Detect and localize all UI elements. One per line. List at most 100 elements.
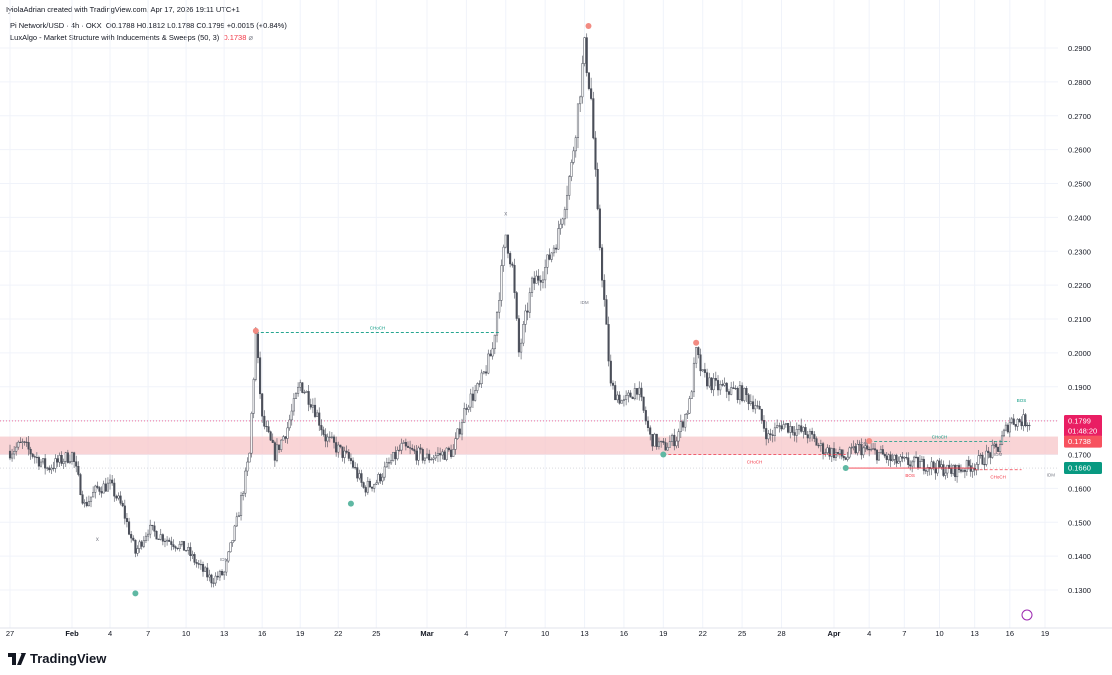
candle-up [712,378,715,391]
price-tick-label: 0.1900 [1068,383,1091,392]
candle-down [428,453,431,461]
eye-off-icon[interactable]: ⌀ [248,33,253,42]
candle-up [487,353,490,374]
candle-down [362,482,365,488]
time-tick-label: 19 [1041,629,1049,638]
candle-up [392,451,395,461]
candle-down [265,426,268,428]
candle-up [502,246,505,266]
candle-up [46,467,49,469]
price-axis [1058,0,1112,640]
candle-up [993,443,996,446]
candle-down [404,442,407,447]
candle-down [780,425,783,430]
candle-down [161,534,164,542]
candle-up [225,560,228,573]
candle-down [216,575,219,578]
candle-up [212,582,215,584]
candle-down [644,410,647,422]
swing-high-dot [252,327,259,334]
candle-down [710,377,713,391]
candle-down [771,434,774,436]
candle-down [585,37,588,73]
indicator-legend[interactable]: LuxAlgo - Market Structure with Induceme… [10,33,253,42]
indicator-price-badge-text: 0.1738 [1068,437,1091,446]
candle-down [509,253,512,265]
candle-up [789,426,792,433]
candle-up [944,472,947,476]
candle-down [85,502,88,507]
candle-up [568,176,571,196]
candle-up [102,483,105,494]
candle-up [961,469,964,472]
candle-up [730,387,733,395]
time-tick-label: 27 [6,629,14,638]
candle-up [381,476,384,482]
candle-down [347,452,350,459]
candle-down [75,461,78,467]
candle-up [275,444,279,461]
candle-up [1002,429,1006,437]
candle-up [550,252,553,260]
price-tick-label: 0.2500 [1068,180,1091,189]
candle-up [92,492,95,498]
candle-up [117,495,120,499]
price-tick-label: 0.2000 [1068,349,1091,358]
candle-up [62,461,65,464]
last-price-badge [1064,414,1102,437]
candle-down [413,449,416,452]
candle-down [948,464,951,469]
candle-up [294,393,298,399]
candle-up [546,254,549,268]
time-tick-label: 22 [334,629,342,638]
candle-down [815,438,818,446]
candle-up [565,195,569,210]
candle-down [201,564,205,572]
candle-up [897,461,900,464]
candle-up [688,398,691,414]
candle-up [1000,435,1004,446]
candle-up [579,96,582,105]
candle-down [786,423,790,433]
candle-down [379,474,382,482]
candle-up [330,436,333,438]
candle-up [358,473,361,479]
candle-down [511,263,514,266]
candle-up [552,247,555,254]
candle-down [409,447,412,449]
candle-up [106,482,109,492]
candle-down [111,479,114,484]
candle-down [168,539,171,542]
time-tick-label: 25 [738,629,746,638]
symbol-legend[interactable]: Pi Network/USD · 4h · OKX O0.1788 H0.181… [10,21,287,30]
candle-down [128,521,131,535]
candle-up [743,388,746,401]
candle-down [969,465,972,472]
candle-down [170,541,173,545]
candle-down [611,382,615,386]
marker-label: IDM [580,300,589,305]
candle-down [478,383,481,385]
time-tick-label: 13 [580,629,588,638]
candle-up [482,371,485,374]
candle-up [701,369,704,372]
candle-up [719,384,722,391]
candle-up [142,540,145,547]
time-tick-label: 4 [867,629,871,638]
candle-down [77,466,80,475]
swing-low-dot [132,590,139,597]
candle-down [778,425,781,427]
candle-down [206,567,209,578]
candle-up [975,464,978,471]
candle-down [19,441,22,444]
candle-up [754,405,757,410]
candle-down [1006,424,1009,433]
candle-up [660,440,663,443]
candle-down [104,483,107,492]
candle-up [738,385,741,400]
candle-up [83,502,86,504]
candle-up [214,575,217,584]
structure-label: CHoCH [370,326,386,331]
candle-up [940,464,943,468]
